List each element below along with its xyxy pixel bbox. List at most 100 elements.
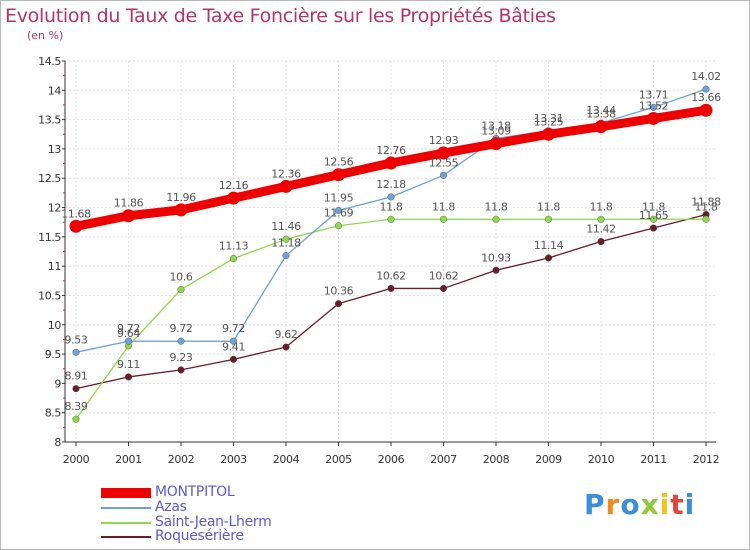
data-point-saint-jean-lherm	[650, 215, 658, 223]
data-label-roqueseriere: 10.62	[376, 269, 406, 282]
logo-letter: o	[620, 488, 641, 521]
data-label-azas: 12.18	[376, 178, 406, 191]
x-tick-label: 2003	[220, 453, 247, 466]
data-point-saint-jean-lherm	[229, 255, 237, 263]
data-label-azas: 13.44	[586, 104, 616, 117]
data-point-roqueseriere	[545, 254, 553, 262]
data-point-montpitol	[279, 179, 293, 193]
data-point-montpitol	[174, 203, 188, 217]
data-point-roqueseriere	[492, 266, 500, 274]
y-tick-label: 12.5	[38, 172, 61, 185]
chart-subtitle: (en %)	[27, 29, 64, 42]
data-point-azas	[124, 337, 132, 345]
data-label-roqueseriere: 11.88	[691, 196, 721, 209]
data-label-montpitol: 12.76	[376, 144, 406, 157]
data-point-roqueseriere	[124, 373, 132, 381]
y-tick-label: 9.5	[45, 348, 62, 361]
data-point-montpitol	[647, 111, 660, 125]
y-tick-label: 8	[54, 436, 61, 449]
legend-swatch-saint-jean-lherm	[101, 522, 151, 524]
legend-item-roqueseriere: Roquesérière	[101, 528, 361, 544]
data-label-saint-jean-lherm: 9.64	[117, 327, 140, 340]
data-label-roqueseriere: 9.41	[222, 340, 245, 353]
data-label-saint-jean-lherm: 11.8	[537, 200, 560, 213]
legend-item-azas: Azas	[101, 499, 361, 515]
data-point-montpitol	[122, 209, 135, 223]
data-label-saint-jean-lherm: 11.69	[324, 207, 354, 220]
data-label-montpitol: 13.38	[586, 108, 616, 121]
data-point-azas	[282, 252, 290, 260]
x-tick-label: 2002	[168, 453, 194, 466]
x-tick-label: 2001	[115, 453, 141, 466]
data-label-saint-jean-lherm: 11.8	[485, 200, 508, 213]
legend-swatch-roqueseriere	[101, 536, 151, 538]
data-point-azas	[387, 193, 395, 201]
logo-letter: P	[584, 488, 606, 521]
data-point-roqueseriere	[282, 343, 290, 351]
data-point-azas	[702, 85, 710, 93]
data-label-azas: 14.02	[691, 70, 721, 83]
x-tick-label: 2009	[535, 453, 562, 466]
data-label-saint-jean-lherm: 10.6	[170, 271, 193, 284]
data-label-montpitol: 13.09	[481, 125, 511, 138]
x-tick-label: 2000	[63, 453, 90, 466]
data-label-azas: 9.53	[65, 333, 88, 346]
data-point-saint-jean-lherm	[597, 215, 605, 223]
data-point-montpitol	[227, 191, 240, 205]
data-point-saint-jean-lherm	[492, 215, 500, 223]
data-label-montpitol: 13.66	[691, 91, 721, 104]
data-point-azas	[177, 337, 185, 345]
data-point-roqueseriere	[440, 284, 448, 292]
data-label-roqueseriere: 9.23	[170, 351, 193, 364]
x-tick-label: 2004	[273, 453, 300, 466]
data-point-saint-jean-lherm	[545, 215, 553, 223]
data-label-azas: 9.72	[117, 322, 140, 335]
chart-title: Evolution du Taux de Taxe Foncière sur l…	[5, 5, 556, 27]
x-tick-label: 2007	[430, 453, 457, 466]
data-label-roqueseriere: 8.91	[65, 370, 88, 383]
data-label-roqueseriere: 9.62	[275, 328, 298, 341]
logo-letter: x	[640, 488, 660, 521]
x-tick-label: 2012	[693, 453, 719, 466]
legend-label-roqueseriere: Roquesérière	[155, 528, 244, 544]
data-point-azas	[650, 103, 658, 111]
data-label-azas: 13.31	[534, 112, 564, 125]
data-label-saint-jean-lherm: 11.8	[590, 200, 613, 213]
x-tick-label: 2005	[325, 453, 352, 466]
data-point-roqueseriere	[650, 224, 658, 232]
x-tick-label: 2008	[483, 453, 510, 466]
y-tick-label: 9	[54, 377, 61, 390]
data-point-azas	[335, 206, 343, 214]
data-label-roqueseriere: 9.11	[117, 358, 140, 371]
data-point-montpitol	[69, 219, 83, 233]
data-label-roqueseriere: 10.93	[481, 251, 511, 264]
legend-label-saint-jean-lherm: Saint-Jean-Lherm	[155, 514, 272, 530]
data-point-roqueseriere	[335, 300, 343, 308]
data-label-saint-jean-lherm: 11.8	[642, 200, 665, 213]
data-point-saint-jean-lherm	[335, 222, 343, 230]
data-point-azas	[440, 171, 448, 179]
data-label-saint-jean-lherm: 11.8	[432, 200, 455, 213]
data-label-montpitol: 13.25	[534, 115, 564, 128]
y-tick-label: 10.5	[38, 289, 61, 302]
data-point-roqueseriere	[387, 284, 395, 292]
data-point-roqueseriere	[597, 238, 605, 246]
data-label-montpitol: 11.96	[166, 191, 196, 204]
x-tick-label: 2006	[378, 453, 405, 466]
data-label-montpitol: 12.56	[324, 156, 354, 169]
data-label-roqueseriere: 11.65	[639, 209, 669, 222]
data-label-azas: 11.18	[271, 237, 301, 250]
data-label-azas: 13.18	[481, 119, 511, 132]
data-label-azas: 9.72	[222, 322, 245, 335]
data-point-saint-jean-lherm	[387, 215, 395, 223]
data-point-roqueseriere	[229, 355, 237, 363]
data-point-montpitol	[489, 137, 503, 151]
data-label-montpitol: 11.68	[61, 207, 91, 220]
data-label-saint-jean-lherm: 11.13	[219, 240, 249, 253]
data-point-saint-jean-lherm	[177, 286, 185, 294]
data-label-montpitol: 12.16	[219, 179, 249, 192]
y-tick-label: 11.5	[38, 231, 61, 244]
logo-letter: i	[684, 488, 696, 521]
legend-swatch-montpitol	[101, 488, 151, 498]
